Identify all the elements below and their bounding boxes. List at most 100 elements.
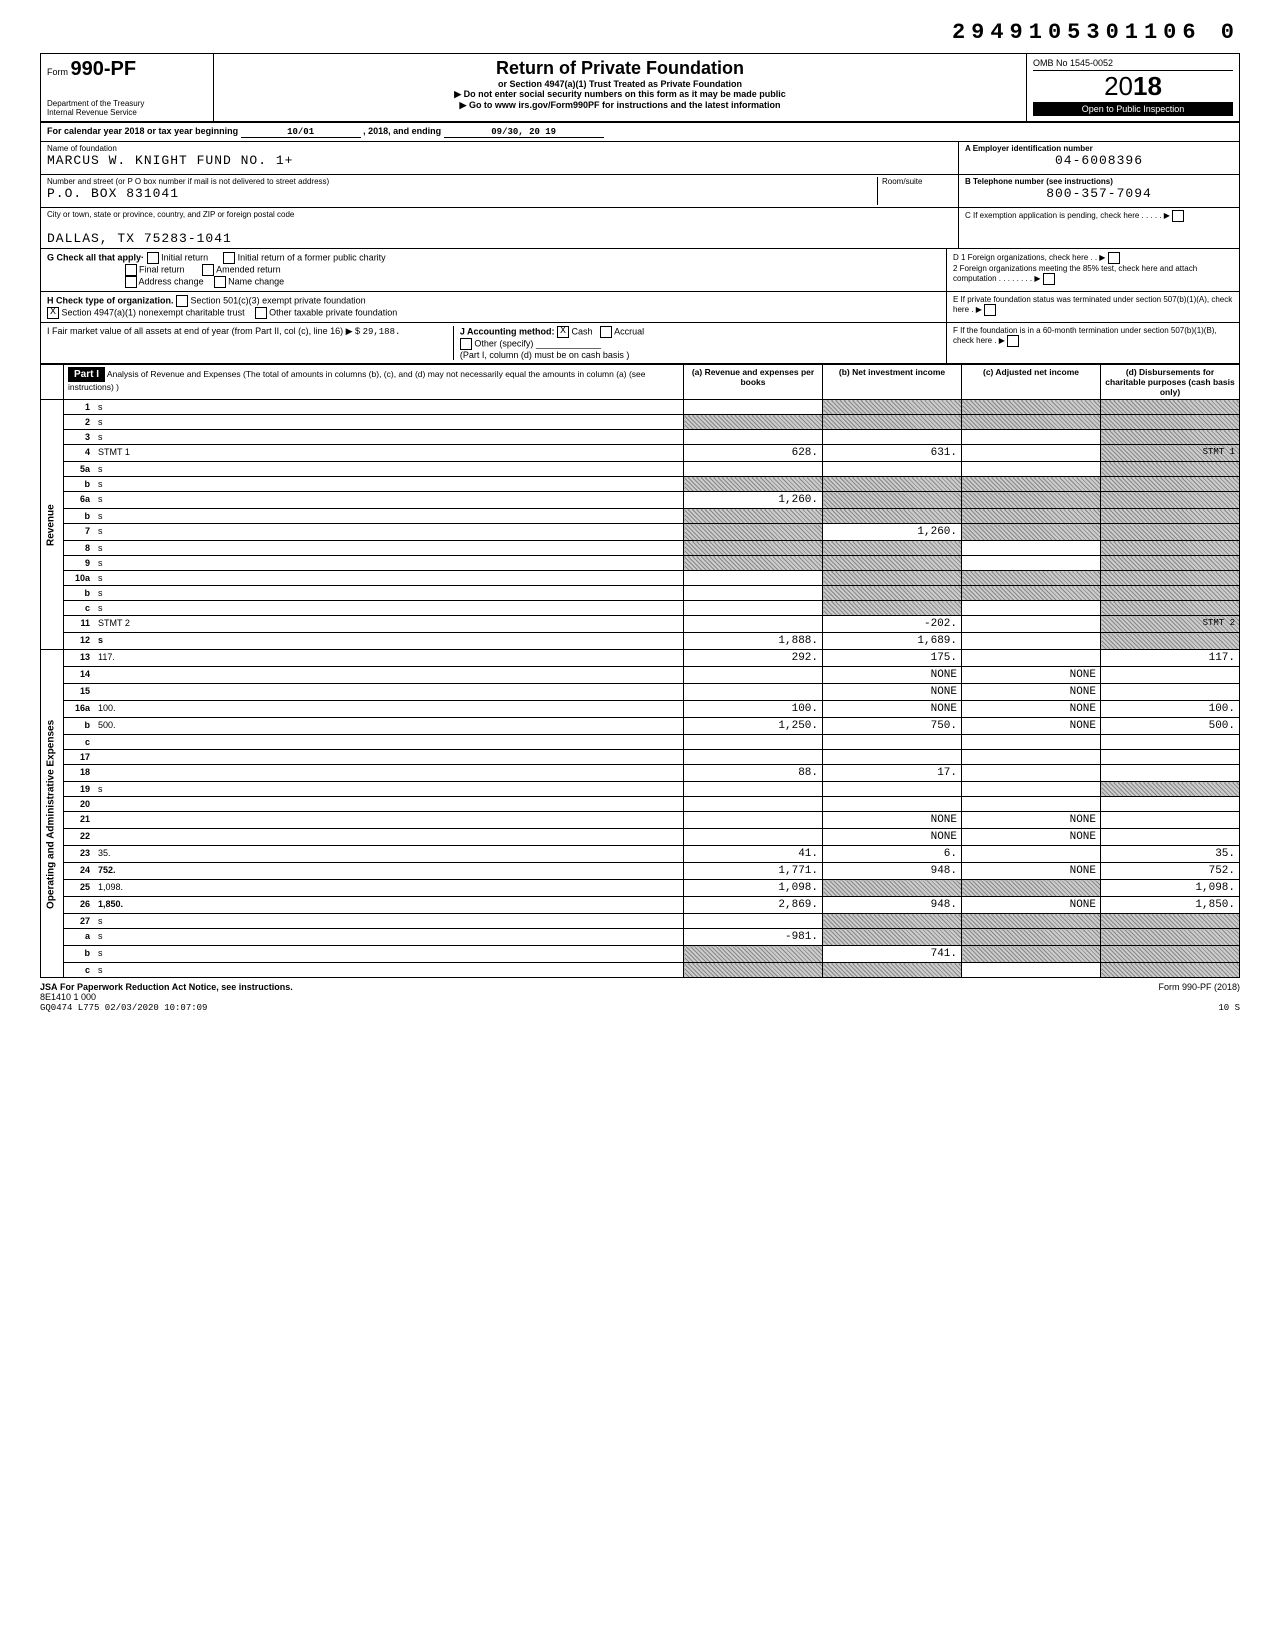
cell-b [823,556,962,571]
accrual-cb[interactable] [600,326,612,338]
table-row: cs [41,963,1240,978]
final-return-cb[interactable] [125,264,137,276]
g-o6: Name change [228,276,284,286]
cell-b: 948. [823,897,962,914]
cell-d [1101,462,1240,477]
table-row: bs [41,477,1240,492]
cell-d [1101,782,1240,797]
c-checkbox[interactable] [1172,210,1184,222]
calyear-mid: , 2018, and ending [363,126,441,136]
address-change-cb[interactable] [125,276,137,288]
cell-b [823,880,962,897]
4947-cb[interactable]: X [47,307,59,319]
h-label: H Check type of organization. [47,295,174,305]
cell-b: 750. [823,718,962,735]
cell-d [1101,946,1240,963]
footer-page: 10 S [1218,1003,1240,1013]
initial-return-cb[interactable] [147,252,159,264]
j-other: Other (specify) [474,338,533,348]
cell-a [684,797,823,812]
cell-d [1101,914,1240,929]
cell-c: NONE [962,829,1101,846]
table-row: 4STMT 1628.631.STMT 1 [41,445,1240,462]
table-row: as-981. [41,929,1240,946]
cell-c [962,765,1101,782]
table-row: 2335.41.6.35. [41,846,1240,863]
telephone: 800-357-7094 [965,186,1233,201]
row-num: 6a [64,492,95,509]
table-row: 17 [41,750,1240,765]
e-cb[interactable] [984,304,996,316]
row-num: 8 [64,541,95,556]
cell-a [684,750,823,765]
cell-b: 1,689. [823,633,962,650]
cell-c [962,914,1101,929]
row-desc: s [94,556,684,571]
cell-c [962,633,1101,650]
row-num: c [64,735,95,750]
501c3-cb[interactable] [176,295,188,307]
cell-d [1101,735,1240,750]
cell-b [823,963,962,978]
row-num: 5a [64,462,95,477]
year-bold: 18 [1133,71,1162,101]
city-label: City or town, state or province, country… [47,210,952,219]
open-inspection: Open to Public Inspection [1033,102,1233,116]
omb-number: OMB No 1545-0052 [1033,58,1233,71]
other-taxable-cb[interactable] [255,307,267,319]
cell-c: NONE [962,718,1101,735]
cell-c [962,541,1101,556]
row-num: 19 [64,782,95,797]
cell-a: 41. [684,846,823,863]
table-row: 12s1,888.1,689. [41,633,1240,650]
row-num: 1 [64,400,95,415]
name-change-cb[interactable] [214,276,226,288]
cell-a: 1,260. [684,492,823,509]
row-desc: s [94,477,684,492]
cash-cb[interactable]: X [557,326,569,338]
calendar-year-row: For calendar year 2018 or tax year begin… [40,123,1240,142]
d2-cb[interactable] [1043,273,1055,285]
g-o4: Initial return of a former public charit… [238,252,386,262]
col-d-hdr: (d) Disbursements for charitable purpose… [1101,365,1240,400]
d1-cb[interactable] [1108,252,1120,264]
table-row: 8s [41,541,1240,556]
cell-d [1101,812,1240,829]
cell-a [684,812,823,829]
col-b-hdr: (b) Net investment income [823,365,962,400]
cell-d [1101,601,1240,616]
cell-b [823,797,962,812]
cell-b [823,601,962,616]
row-num: c [64,963,95,978]
amended-cb[interactable] [202,264,214,276]
cell-a [684,946,823,963]
row-desc: 1,098. [94,880,684,897]
g-o2: Final return [139,264,185,274]
cell-a [684,601,823,616]
f-cb[interactable] [1007,335,1019,347]
footer-form: Form 990-PF (2018) [1158,982,1240,992]
cell-a [684,430,823,445]
h-o3: Other taxable private foundation [269,307,397,317]
row-desc: 35. [94,846,684,863]
row-desc [94,765,684,782]
cell-c [962,400,1101,415]
former-charity-cb[interactable] [223,252,235,264]
other-method-cb[interactable] [460,338,472,350]
revenue-section-label: Revenue [41,400,64,650]
cell-d [1101,829,1240,846]
cell-a: 1,098. [684,880,823,897]
cell-b: 631. [823,445,962,462]
j-cash: Cash [572,326,593,336]
row-desc: 100. [94,701,684,718]
col-c-hdr: (c) Adjusted net income [962,365,1101,400]
cell-a: -981. [684,929,823,946]
row-desc: 1,850. [94,897,684,914]
cell-b: 17. [823,765,962,782]
identity-block: Name of foundation MARCUS W. KNIGHT FUND… [40,142,1240,249]
cell-b: 1,260. [823,524,962,541]
cell-a [684,586,823,601]
dept-1: Department of the Treasury [47,99,207,108]
j-accrual: Accrual [614,326,644,336]
cell-a [684,963,823,978]
